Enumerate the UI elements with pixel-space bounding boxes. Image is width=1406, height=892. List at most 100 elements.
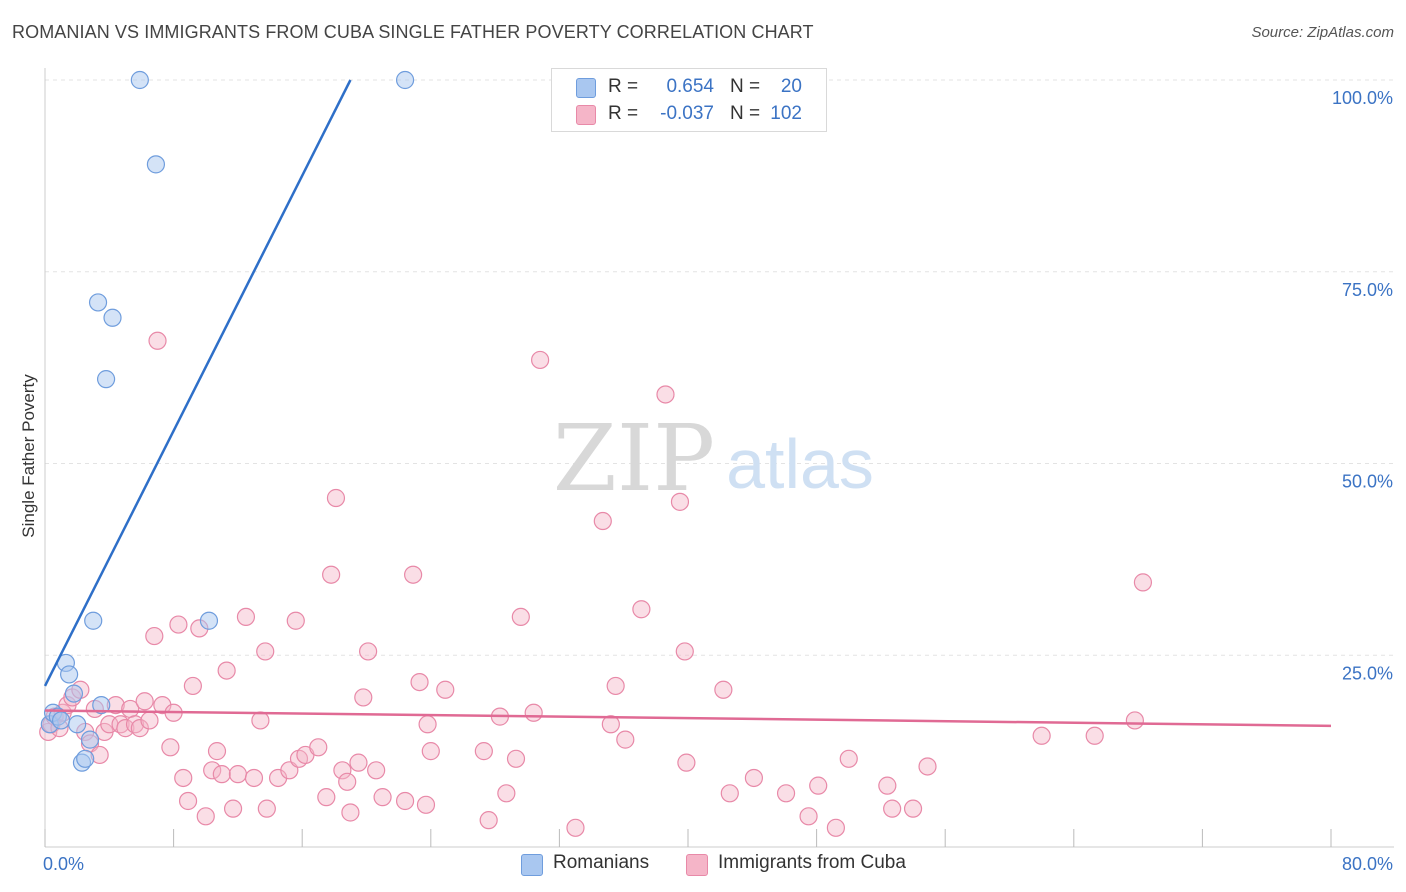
legend-swatch-romanians	[576, 78, 596, 98]
point-romanians	[103, 308, 122, 327]
point-cuba	[497, 784, 516, 803]
legend-n-value: 20	[780, 76, 802, 97]
watermark-zip: ZIP	[553, 405, 715, 512]
bottom-legend-label-cuba: Immigrants from Cuba	[718, 852, 906, 873]
point-cuba	[421, 742, 440, 761]
point-cuba	[244, 768, 264, 788]
point-cuba	[616, 730, 635, 749]
point-cuba	[373, 788, 392, 807]
point-cuba	[670, 492, 690, 511]
point-cuba	[511, 607, 530, 627]
point-cuba	[1125, 711, 1144, 730]
point-cuba	[183, 676, 202, 696]
point-cuba	[349, 753, 368, 772]
point-romanians	[199, 611, 219, 630]
point-cuba	[799, 807, 818, 826]
point-cuba	[322, 565, 341, 584]
point-romanians	[51, 711, 71, 730]
trend-lines	[43, 79, 1332, 728]
point-cuba	[178, 791, 198, 811]
chart-title: ROMANIAN VS IMMIGRANTS FROM CUBA SINGLE …	[12, 22, 814, 42]
point-cuba	[593, 511, 612, 531]
point-cuba	[416, 795, 436, 814]
point-romanians	[80, 730, 100, 749]
point-cuba	[744, 768, 764, 788]
point-cuba	[130, 719, 149, 738]
point-cuba	[257, 799, 276, 818]
point-cuba	[839, 749, 858, 768]
point-cuba	[479, 811, 498, 830]
legend-r-value: -0.037	[660, 103, 714, 124]
point-romanians	[395, 70, 415, 90]
watermark-atlas: atlas	[726, 425, 874, 503]
point-cuba	[251, 711, 270, 730]
point-cuba	[606, 676, 625, 696]
point-cuba	[677, 753, 696, 772]
point-cuba	[1032, 726, 1051, 745]
point-cuba	[367, 761, 386, 780]
point-cuba	[1085, 726, 1104, 745]
point-romanians	[146, 155, 166, 174]
point-cuba	[309, 738, 328, 757]
point-cuba	[212, 765, 231, 784]
point-cuba	[809, 776, 828, 795]
point-cuba	[256, 642, 275, 661]
point-romanians	[130, 70, 149, 90]
point-cuba	[404, 565, 423, 584]
correlation-legend: R = 0.654 N = 20 R = -0.037 N = 102	[551, 68, 827, 132]
point-cuba	[161, 738, 180, 757]
point-cuba	[338, 772, 357, 791]
point-cuba	[474, 742, 493, 761]
point-cuba	[524, 703, 543, 722]
x-tick-label-min: 0.0%	[43, 854, 84, 874]
point-cuba	[326, 488, 346, 508]
point-cuba	[217, 661, 236, 680]
point-cuba	[1133, 573, 1153, 592]
series-romanians-points	[40, 70, 415, 772]
y-tick-label: 50.0%	[1342, 472, 1393, 492]
bottom-legend-swatch-romanians	[521, 854, 543, 876]
legend-swatch-cuba	[576, 105, 596, 125]
point-cuba	[903, 799, 923, 818]
point-romanians	[64, 684, 84, 703]
point-cuba	[333, 761, 352, 780]
point-cuba	[601, 715, 620, 734]
point-cuba	[826, 818, 845, 837]
point-romanians	[88, 293, 108, 312]
point-cuba	[196, 807, 215, 826]
point-cuba	[341, 803, 360, 822]
point-cuba	[135, 692, 154, 711]
x-tick-label-max: 80.0%	[1342, 854, 1393, 874]
y-tick-label: 100.0%	[1332, 88, 1393, 108]
axes	[44, 68, 1394, 848]
legend-r-label: R =	[608, 103, 639, 124]
point-cuba	[883, 799, 902, 818]
point-romanians	[68, 715, 87, 734]
point-cuba	[317, 788, 336, 807]
trend-line-cuba	[44, 709, 1332, 728]
point-romanians	[60, 665, 79, 684]
point-cuba	[714, 680, 733, 699]
source-label: Source: ZipAtlas.com	[1251, 24, 1394, 41]
point-cuba	[878, 776, 897, 795]
point-cuba	[418, 715, 437, 734]
bottom-legend-label-romanians: Romanians	[553, 852, 650, 873]
legend-row-romanians: R = 0.654 N = 20	[552, 74, 826, 100]
point-cuba	[116, 719, 135, 738]
point-cuba	[656, 385, 675, 404]
y-tick-label: 25.0%	[1342, 663, 1393, 683]
tick-labels: 25.0% 50.0% 75.0% 100.0% 0.0% 80.0%	[43, 88, 1393, 874]
legend-n-value: 102	[770, 103, 802, 124]
point-cuba	[632, 600, 651, 619]
point-cuba	[174, 768, 193, 788]
point-cuba	[148, 331, 167, 350]
point-cuba	[675, 642, 694, 661]
point-cuba	[207, 742, 227, 761]
point-cuba	[506, 749, 526, 768]
grid-lines	[45, 79, 1394, 656]
point-cuba	[140, 711, 159, 730]
point-cuba	[145, 626, 164, 646]
point-cuba	[720, 784, 739, 803]
point-cuba	[410, 672, 429, 692]
